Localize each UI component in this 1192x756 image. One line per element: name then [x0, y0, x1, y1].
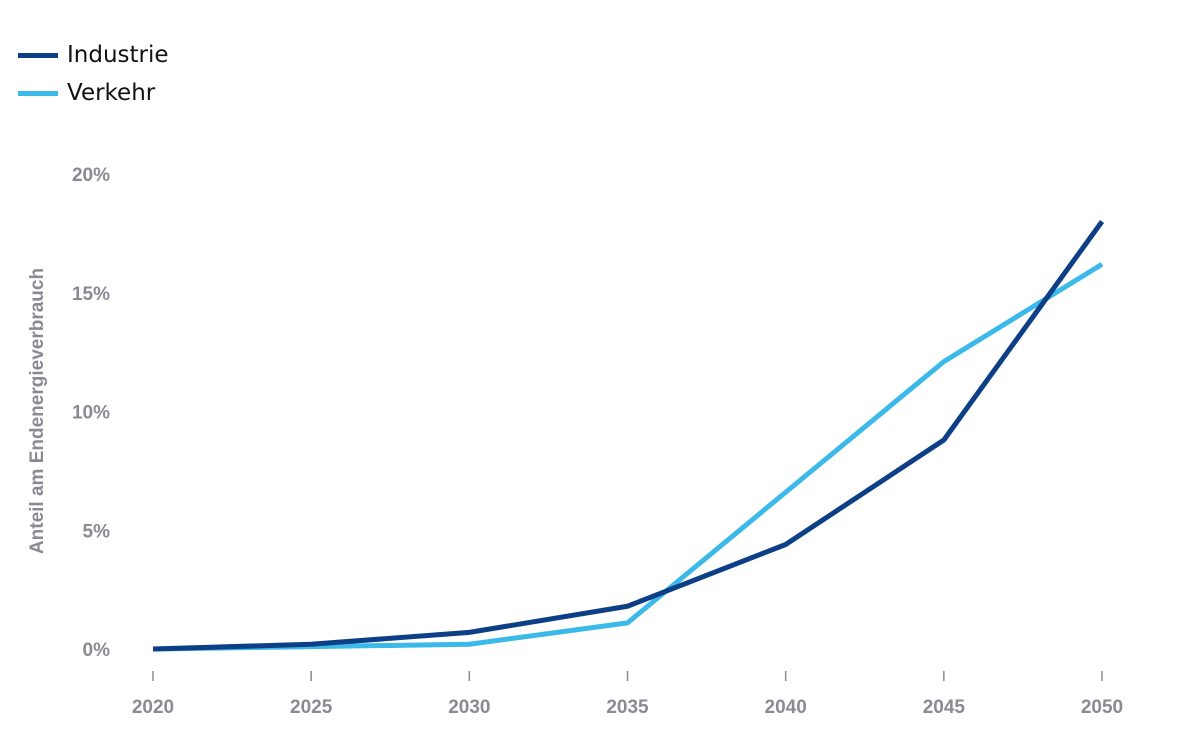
legend-swatch-industrie: [18, 52, 58, 58]
legend-item-verkehr: Verkehr: [18, 74, 169, 112]
y-tick-label: 20%: [72, 165, 110, 186]
series-line-verkehr: [152, 262, 1104, 652]
x-tick-label: 2035: [606, 697, 649, 718]
x-tick-label: 2025: [290, 697, 333, 718]
x-tick-label: 2020: [132, 697, 174, 718]
x-tick-label: 2050: [1081, 697, 1123, 718]
legend-item-industrie: Industrie: [18, 36, 169, 74]
legend-swatch-verkehr: [18, 90, 58, 96]
series-lines: [152, 220, 1105, 652]
x-axis: 2020 2025 2030 2035 2040 2045 2050: [132, 671, 1123, 718]
legend: Industrie Verkehr: [18, 36, 169, 112]
x-tick-label: 2030: [448, 697, 490, 718]
y-axis: 0% 5% 10% 15% 20%: [72, 165, 110, 661]
legend-label-verkehr: Verkehr: [67, 80, 156, 106]
series-line-industrie: [152, 220, 1105, 652]
y-axis-label: Anteil am Endenergieverbrauch: [27, 268, 48, 554]
y-tick-label: 0%: [83, 640, 111, 661]
y-tick-label: 15%: [72, 284, 110, 305]
legend-label-industrie: Industrie: [67, 42, 169, 68]
y-tick-label: 5%: [83, 521, 111, 542]
x-tick-label: 2040: [765, 697, 807, 718]
x-tick-label: 2045: [923, 697, 966, 718]
y-tick-label: 10%: [72, 403, 110, 424]
